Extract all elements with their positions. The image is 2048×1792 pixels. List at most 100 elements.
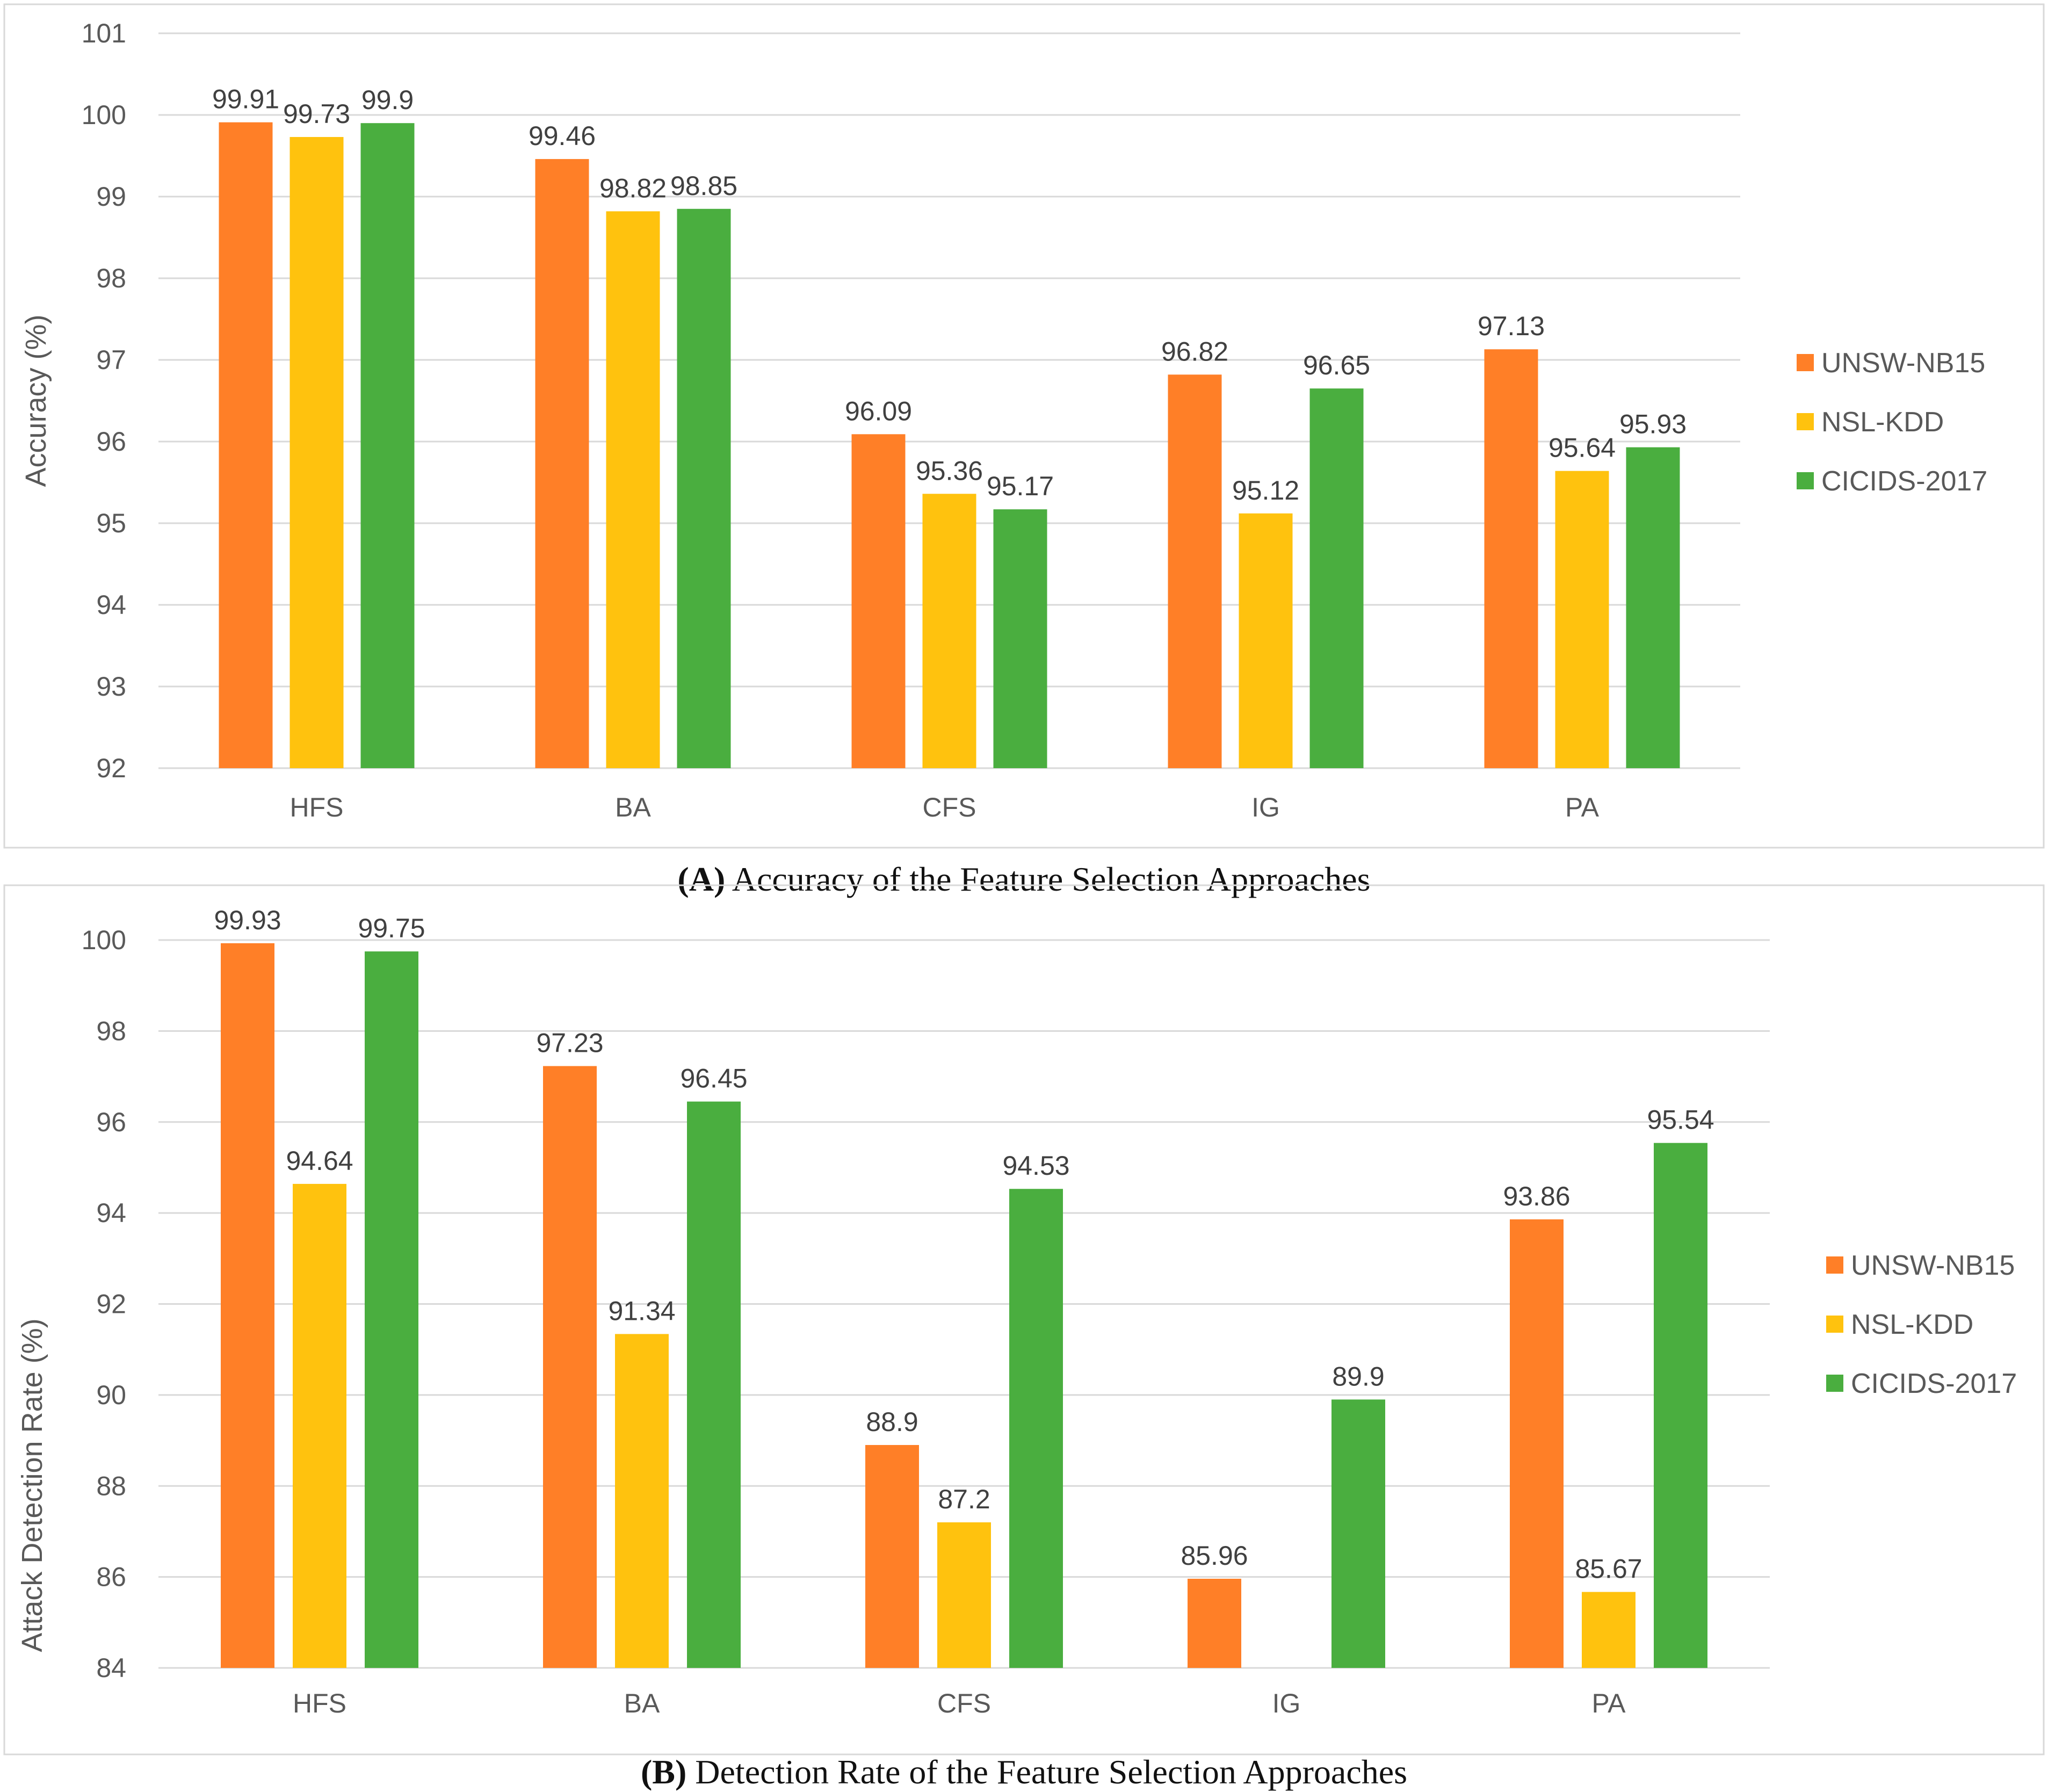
accuracy-data-label-pa-nsl-kdd: 95.64 bbox=[1548, 433, 1616, 463]
accuracy-y-tick-label: 97 bbox=[96, 345, 126, 375]
accuracy-bar-pa-nsl-kdd bbox=[1555, 471, 1609, 768]
accuracy-y-tick-label: 99 bbox=[96, 182, 126, 212]
accuracy-chart-panel: 92 93 94 95 96 97 98 99 100 101 Accuracy (%) HFS 99.… bbox=[0, 0, 2048, 851]
accuracy-bar-pa-cicids-2017 bbox=[1626, 447, 1680, 768]
detection-data-label-ba-unsw-nb15: 97.23 bbox=[536, 1028, 603, 1058]
detection-bar-pa-cicids-2017 bbox=[1654, 1143, 1707, 1668]
detection-legend-swatch-nsl-kdd bbox=[1826, 1316, 1843, 1333]
detection-data-label-cfs-nsl-kdd: 87.2 bbox=[938, 1484, 990, 1514]
caption-accuracy-text: Accuracy of the Feature Selection Approa… bbox=[732, 860, 1371, 898]
accuracy-y-tick-label: 94 bbox=[96, 590, 126, 620]
detection-category-label-cfs: CFS bbox=[937, 1688, 991, 1718]
caption-detection-rate: (B) Detection Rate of the Feature Select… bbox=[0, 1752, 2048, 1792]
detection-rate-chart: 84 86 88 90 92 94 96 98 100 Attack Detection Rate… bbox=[3, 884, 2045, 1755]
detection-data-label-pa-cicids-2017: 95.54 bbox=[1647, 1105, 1714, 1135]
accuracy-bar-ig-nsl-kdd bbox=[1239, 513, 1293, 768]
detection-y-axis-label: Attack Detection Rate (%) bbox=[16, 1318, 48, 1652]
detection-y-tick-label: 86 bbox=[96, 1562, 126, 1592]
accuracy-bar-pa-unsw-nb15 bbox=[1484, 349, 1538, 768]
detection-legend-swatch-unsw-nb15 bbox=[1826, 1256, 1843, 1274]
accuracy-data-label-hfs-cicids-2017: 99.9 bbox=[361, 85, 414, 115]
accuracy-y-tick-label: 96 bbox=[96, 427, 126, 457]
accuracy-bar-ig-cicids-2017 bbox=[1309, 388, 1364, 768]
accuracy-data-label-ig-cicids-2017: 96.65 bbox=[1303, 350, 1370, 380]
accuracy-data-label-hfs-unsw-nb15: 99.91 bbox=[212, 84, 279, 114]
accuracy-legend-swatch-nsl-kdd bbox=[1797, 413, 1814, 430]
detection-legend-swatch-cicids-2017 bbox=[1826, 1375, 1843, 1392]
accuracy-legend-label-nsl-kdd: NSL-KDD bbox=[1821, 407, 1944, 438]
detection-bar-pa-unsw-nb15 bbox=[1510, 1219, 1564, 1668]
detection-bar-hfs-unsw-nb15 bbox=[221, 943, 274, 1668]
accuracy-bar-hfs-nsl-kdd bbox=[290, 137, 344, 768]
accuracy-data-label-ba-cicids-2017: 98.85 bbox=[670, 171, 737, 201]
detection-bar-ba-cicids-2017 bbox=[687, 1101, 741, 1668]
detection-legend-label-unsw-nb15: UNSW-NB15 bbox=[1851, 1250, 2015, 1281]
caption-detection-tag: (B) bbox=[640, 1753, 687, 1791]
detection-data-label-pa-nsl-kdd: 85.67 bbox=[1575, 1554, 1642, 1584]
detection-y-tick-label: 96 bbox=[96, 1107, 126, 1137]
detection-y-tick-label: 88 bbox=[96, 1471, 126, 1501]
detection-data-label-cfs-cicids-2017: 94.53 bbox=[1002, 1151, 1069, 1181]
accuracy-legend-swatch-unsw-nb15 bbox=[1797, 354, 1814, 371]
detection-bar-ig-cicids-2017 bbox=[1331, 1399, 1385, 1668]
accuracy-data-label-ig-unsw-nb15: 96.82 bbox=[1161, 336, 1228, 366]
detection-y-tick-label: 100 bbox=[82, 925, 126, 955]
detection-category-label-hfs: HFS bbox=[293, 1688, 346, 1718]
accuracy-bar-ba-cicids-2017 bbox=[677, 208, 731, 768]
detection-y-tick-label: 84 bbox=[96, 1653, 126, 1683]
caption-accuracy-tag: (A) bbox=[677, 860, 726, 898]
accuracy-bar-hfs-cicids-2017 bbox=[360, 123, 415, 769]
accuracy-data-label-pa-unsw-nb15: 97.13 bbox=[1478, 311, 1545, 341]
detection-y-tick-label: 94 bbox=[96, 1198, 126, 1228]
accuracy-y-tick-label: 93 bbox=[96, 671, 126, 702]
accuracy-data-label-cfs-nsl-kdd: 95.36 bbox=[916, 456, 983, 486]
accuracy-bar-cfs-nsl-kdd bbox=[922, 494, 976, 768]
detection-bar-hfs-cicids-2017 bbox=[365, 951, 418, 1668]
caption-accuracy: (A) Accuracy of the Feature Selection Ap… bbox=[0, 859, 2048, 899]
detection-bar-cfs-nsl-kdd bbox=[937, 1522, 991, 1668]
detection-category-label-ba: BA bbox=[624, 1688, 660, 1718]
accuracy-chart-frame bbox=[3, 3, 2045, 849]
detection-y-tick-label: 92 bbox=[96, 1289, 126, 1319]
accuracy-data-label-pa-cicids-2017: 95.93 bbox=[1619, 409, 1687, 439]
detection-bar-ba-nsl-kdd bbox=[615, 1334, 669, 1668]
accuracy-bar-ig-unsw-nb15 bbox=[1168, 374, 1222, 768]
detection-bar-cfs-unsw-nb15 bbox=[865, 1445, 919, 1668]
accuracy-legend-label-cicids-2017: CICIDS-2017 bbox=[1821, 466, 1987, 497]
accuracy-data-label-ba-unsw-nb15: 99.46 bbox=[529, 121, 596, 151]
accuracy-y-axis-label: Accuracy (%) bbox=[20, 314, 52, 487]
accuracy-data-label-hfs-nsl-kdd: 99.73 bbox=[283, 99, 350, 129]
detection-rate-chart-panel: 84 86 88 90 92 94 96 98 100 Attack Detection Rate… bbox=[0, 881, 2048, 1757]
detection-y-tick-label: 98 bbox=[96, 1016, 126, 1046]
detection-data-label-ig-cicids-2017: 89.9 bbox=[1332, 1361, 1384, 1391]
detection-bar-ba-unsw-nb15 bbox=[543, 1066, 597, 1668]
detection-data-label-hfs-unsw-nb15: 99.93 bbox=[214, 905, 281, 935]
detection-bar-cfs-cicids-2017 bbox=[1009, 1189, 1063, 1668]
accuracy-bar-ba-unsw-nb15 bbox=[535, 159, 589, 769]
detection-legend-label-nsl-kdd: NSL-KDD bbox=[1851, 1309, 1973, 1340]
accuracy-y-tick-label: 95 bbox=[96, 508, 126, 538]
accuracy-category-label-ig: IG bbox=[1251, 792, 1280, 822]
detection-data-label-ba-nsl-kdd: 91.34 bbox=[608, 1296, 675, 1326]
accuracy-category-label-hfs: HFS bbox=[290, 792, 344, 822]
detection-data-label-cfs-unsw-nb15: 88.9 bbox=[866, 1407, 918, 1437]
accuracy-category-label-cfs: CFS bbox=[923, 792, 976, 822]
accuracy-bar-cfs-cicids-2017 bbox=[993, 509, 1047, 768]
accuracy-y-tick-label: 98 bbox=[96, 263, 126, 293]
accuracy-y-tick-label: 92 bbox=[96, 753, 126, 783]
accuracy-data-label-cfs-cicids-2017: 95.17 bbox=[987, 471, 1054, 501]
detection-data-label-hfs-nsl-kdd: 94.64 bbox=[286, 1146, 353, 1176]
detection-data-label-ba-cicids-2017: 96.45 bbox=[680, 1064, 747, 1094]
detection-chart-frame bbox=[3, 884, 2045, 1755]
accuracy-data-label-ba-nsl-kdd: 98.82 bbox=[599, 173, 667, 203]
detection-data-label-hfs-cicids-2017: 99.75 bbox=[358, 913, 425, 943]
accuracy-chart: 92 93 94 95 96 97 98 99 100 101 Accuracy (%) HFS 99.… bbox=[3, 3, 2045, 849]
detection-category-label-ig: IG bbox=[1272, 1688, 1301, 1718]
detection-bar-pa-nsl-kdd bbox=[1582, 1592, 1635, 1668]
accuracy-category-label-ba: BA bbox=[615, 792, 651, 822]
accuracy-legend-swatch-cicids-2017 bbox=[1797, 472, 1814, 489]
detection-data-label-pa-unsw-nb15: 93.86 bbox=[1503, 1181, 1570, 1211]
detection-bar-hfs-nsl-kdd bbox=[293, 1183, 346, 1668]
accuracy-bar-cfs-unsw-nb15 bbox=[851, 434, 906, 768]
accuracy-category-label-pa: PA bbox=[1565, 792, 1600, 822]
